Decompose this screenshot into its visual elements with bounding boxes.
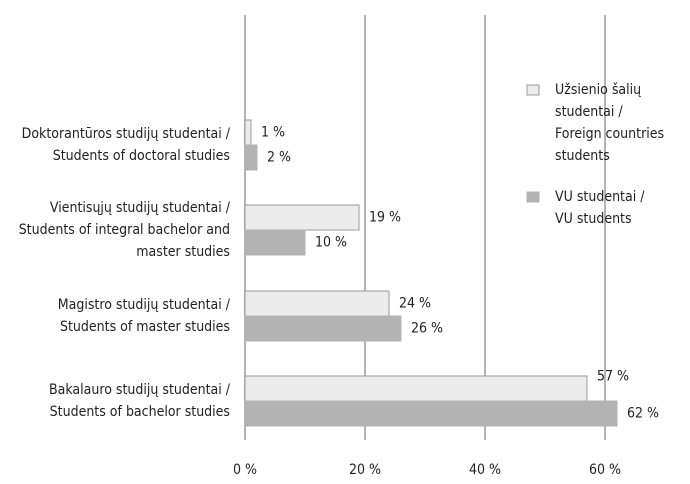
bar	[244, 144, 258, 171]
bar	[244, 290, 390, 317]
bar	[244, 315, 402, 342]
legend-label: VU studentai /	[555, 189, 645, 205]
legend-swatch	[526, 191, 540, 203]
value-label: 1 %	[261, 125, 285, 141]
legend-label: students	[555, 148, 610, 164]
value-label: 2 %	[267, 150, 291, 166]
x-tick-label: 60 %	[589, 462, 621, 478]
x-tick-label: 40 %	[469, 462, 501, 478]
category-label: Students of bachelor studies	[50, 404, 230, 420]
bar	[244, 204, 360, 231]
x-tick-label: 0 %	[233, 462, 257, 478]
legend-label: Foreign countries	[555, 126, 664, 142]
value-label: 57 %	[597, 369, 629, 385]
legend-label: Užsienio šalių	[555, 82, 641, 98]
value-label: 62 %	[627, 406, 659, 422]
value-label: 24 %	[399, 296, 431, 312]
bar	[244, 119, 252, 146]
legend-label: studentai /	[555, 104, 623, 120]
bar	[244, 375, 588, 402]
value-label: 10 %	[315, 235, 347, 251]
category-label: Bakalauro studijų studentai /	[49, 382, 231, 398]
bar	[244, 400, 618, 427]
category-label: Students of master studies	[60, 319, 230, 335]
value-label: 26 %	[411, 321, 443, 337]
category-label: Students of integral bachelor and	[19, 222, 230, 238]
category-label: Students of doctoral studies	[53, 148, 230, 164]
category-label: Doktorantūros studijų studentai /	[22, 126, 231, 142]
legend-swatch	[526, 84, 540, 96]
x-tick-label: 20 %	[349, 462, 381, 478]
value-label: 19 %	[369, 210, 401, 226]
category-label: master studies	[136, 244, 230, 260]
category-label: Magistro studijų studentai /	[58, 297, 231, 313]
bar	[244, 229, 306, 256]
legend-label: VU students	[555, 211, 632, 227]
category-label: Vientisųjų studijų studentai /	[50, 200, 231, 216]
